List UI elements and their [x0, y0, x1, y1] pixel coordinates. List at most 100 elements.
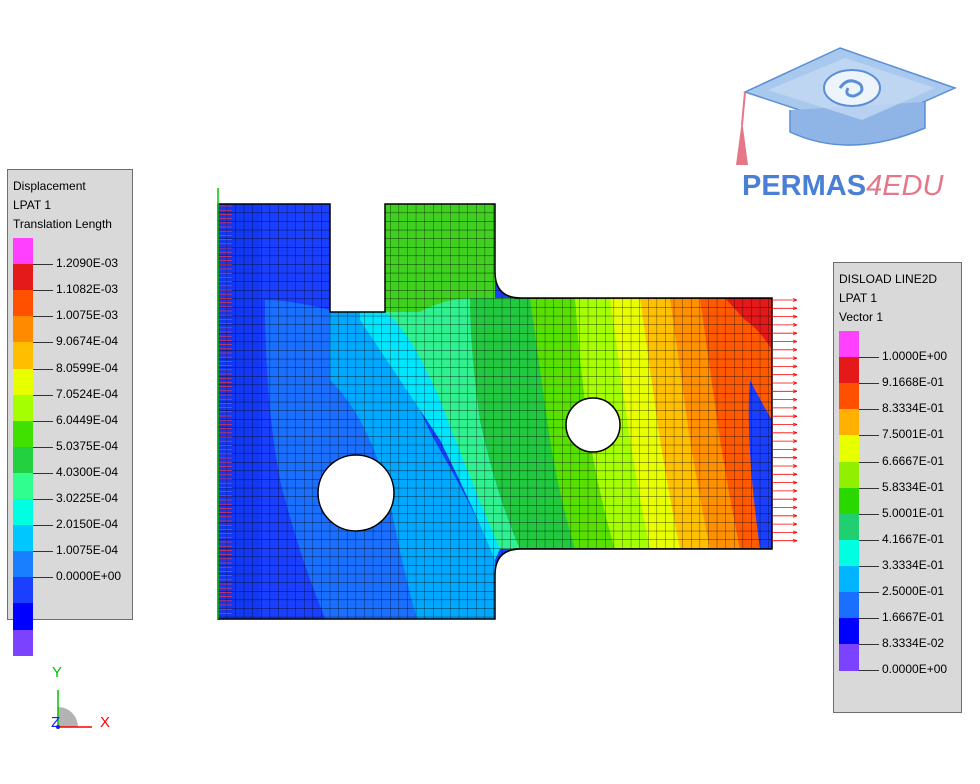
x-axis-label: X — [100, 714, 111, 731]
disload-legend-level-label: 0.0000E+00 — [882, 662, 948, 677]
displacement-legend-swatch — [13, 551, 33, 578]
disload-legend-swatch — [839, 565, 859, 593]
load-arrow-head — [792, 298, 798, 302]
load-arrow-head — [792, 372, 798, 377]
displacement-legend-tick — [33, 551, 53, 553]
disload-legend-swatch — [839, 357, 859, 384]
displacement-legend-swatch — [13, 446, 33, 474]
displacement-legend-level-label: 1.2090E-03 — [56, 256, 119, 271]
disload-legend-tick — [859, 592, 879, 593]
displacement-legend-swatch — [13, 264, 33, 291]
load-arrow-head — [792, 497, 798, 502]
displacement-legend-swatch — [13, 525, 33, 552]
plate-outline — [217, 203, 773, 620]
small-hole — [565, 397, 621, 453]
displacement-legend-swatch — [13, 603, 33, 630]
displacement-legend-level-label: 1.1082E-03 — [56, 282, 119, 297]
load-arrow-head — [792, 472, 798, 477]
logo-text-accent: 4EDU — [866, 170, 944, 202]
disload-legend-tick — [859, 487, 879, 489]
load-arrow-head — [792, 530, 798, 535]
disload-legend-tick — [859, 618, 879, 620]
legend-quantity: Vector 1 — [839, 310, 884, 324]
displacement-legend-tick — [33, 446, 53, 448]
load-arrow-head — [792, 513, 798, 518]
displacement-legend-swatch — [13, 342, 33, 369]
load-arrow-head — [792, 455, 798, 460]
displacement-legend-level-label: 0.0000E+00 — [56, 569, 122, 584]
axis-triad: Y X Z — [40, 662, 130, 742]
load-arrow-head — [792, 347, 798, 352]
disload-legend-level-label: 1.6667E-01 — [882, 610, 945, 625]
load-arrow-head — [792, 323, 798, 327]
disload-legend-swatch — [839, 435, 859, 462]
displacement-legend-swatch — [13, 316, 33, 343]
logo-text-main: PERMAS — [742, 170, 867, 202]
logo-text: PERMAS4EDU — [742, 170, 943, 203]
disload-legend-swatch — [839, 539, 859, 567]
disload-legend-level-label: 8.3334E-01 — [882, 401, 945, 416]
displacement-legend-level-label: 7.0524E-04 — [56, 386, 119, 401]
z-axis-label: Z — [51, 714, 61, 731]
displacement-legend-swatch — [13, 290, 33, 317]
displacement-legend-level-label: 2.0150E-04 — [56, 517, 119, 532]
displacement-legend-level-label: 6.0449E-04 — [56, 412, 119, 427]
legend-title: Displacement — [13, 179, 86, 193]
displacement-legend: Displacement LPAT 1 Translation Length 1… — [7, 169, 133, 657]
disload-legend-level-label: 2.5000E-01 — [882, 584, 945, 598]
disload-legend-tick — [859, 565, 879, 567]
displacement-legend-level-label: 1.0075E-03 — [56, 308, 119, 323]
legend-subtitle: LPAT 1 — [839, 291, 878, 305]
disload-legend-level-label: 8.3334E-02 — [882, 636, 945, 651]
displacement-legend-swatch — [13, 368, 33, 396]
displacement-legend-tick — [33, 420, 53, 422]
disload-legend-swatch — [839, 331, 859, 358]
disload-legend-level-label: 3.3334E-01 — [882, 557, 945, 572]
load-arrow-head — [792, 381, 798, 385]
displacement-legend-level-label: 8.0599E-04 — [56, 360, 119, 375]
disload-legend-swatch — [839, 592, 859, 619]
displacement-legend-level-label: 9.0674E-04 — [56, 334, 119, 349]
legend-quantity: Translation Length — [13, 217, 112, 231]
disload-legend-swatch — [839, 487, 859, 515]
load-arrow-head — [792, 430, 798, 435]
load-arrow-head — [792, 414, 798, 419]
displacement-legend-tick — [33, 316, 53, 318]
disload-legend-swatch — [839, 618, 859, 645]
displacement-legend-tick — [33, 368, 53, 370]
graduation-cap-icon — [736, 47, 958, 165]
disload-legend-swatch — [839, 383, 859, 410]
disload-legend-swatch — [839, 461, 859, 489]
load-arrow-head — [792, 356, 798, 360]
displacement-legend-swatch — [13, 394, 33, 422]
displacement-legend-swatch — [13, 420, 33, 448]
displacement-legend-level-label: 4.0300E-04 — [56, 464, 119, 479]
disload-legend-level-label: 4.1667E-01 — [882, 531, 945, 546]
displacement-legend-tick — [33, 472, 53, 474]
load-arrow-head — [792, 339, 798, 344]
disload-legend-swatch — [839, 644, 859, 671]
displacement-legend-tick — [33, 577, 53, 579]
disload-legend-level-label: 5.8334E-01 — [882, 479, 945, 494]
disload-legend-tick — [859, 383, 879, 385]
displacement-legend-swatch — [13, 238, 33, 265]
y-axis-label: Y — [52, 664, 63, 681]
disload-legend-tick — [859, 670, 879, 672]
plate-model[interactable] — [210, 200, 790, 630]
disload-legend-tick — [859, 513, 879, 515]
displacement-legend-tick — [33, 525, 53, 527]
disload-legend-tick — [859, 461, 879, 463]
constraint-markers — [217, 188, 232, 619]
displacement-legend-tick — [33, 342, 53, 344]
load-arrow-head — [792, 538, 798, 543]
disload-legend-tick — [859, 435, 879, 437]
load-arrow-head — [792, 397, 798, 402]
load-arrow-head — [792, 439, 798, 443]
disload-legend-swatch — [839, 409, 859, 436]
load-arrow-head — [792, 306, 798, 311]
disload-legend-level-label: 1.0000E+00 — [882, 349, 948, 364]
load-arrow-head — [792, 389, 798, 394]
axis-triad-graphic — [56, 690, 92, 729]
disload-legend: DISLOAD LINE2D LPAT 1 Vector 1 1.0000E+0… — [833, 262, 962, 713]
